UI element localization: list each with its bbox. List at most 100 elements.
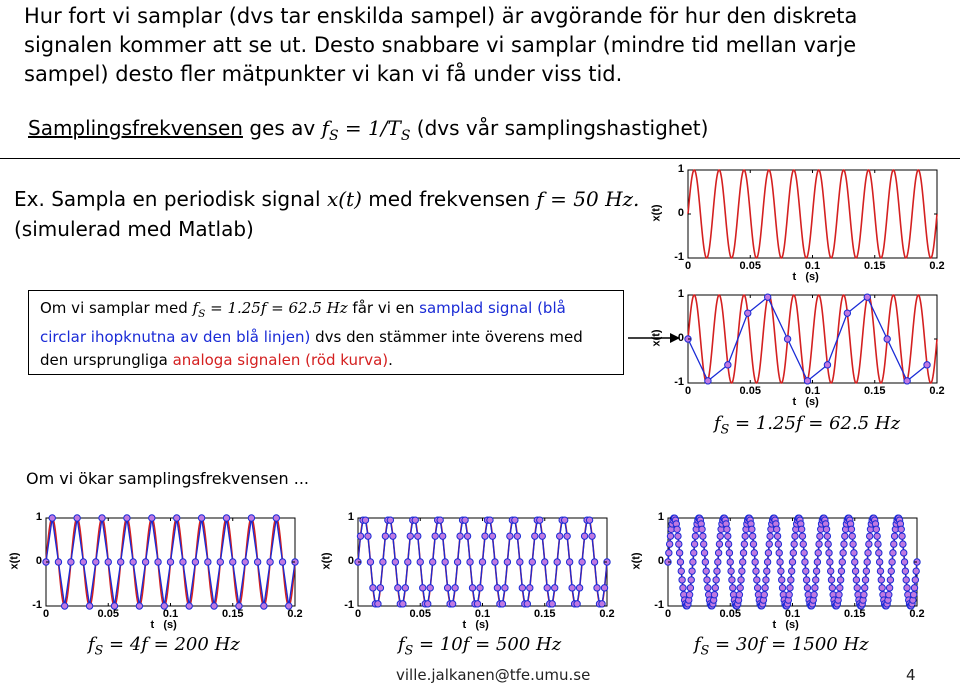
sample-point xyxy=(840,540,848,548)
sample-point xyxy=(776,558,784,566)
sample-point xyxy=(285,602,293,610)
sample-point xyxy=(774,540,783,548)
sample-point xyxy=(588,532,596,540)
sample-point xyxy=(764,549,773,557)
sample-point xyxy=(790,540,798,548)
sample-point xyxy=(716,532,724,540)
chart-analog-signal: 0 0.05 0.1 0.15 0.2 -1 0 1 t (s) x(t) xyxy=(651,162,945,284)
sample-point xyxy=(861,576,870,584)
sample-point xyxy=(785,591,793,599)
sample-point xyxy=(738,567,746,575)
x-tick-label: 0.15 xyxy=(534,608,556,620)
sample-point xyxy=(677,567,685,575)
sample-point xyxy=(861,584,869,592)
box-analog-description: analoga signalen (röd kurva) xyxy=(172,351,389,369)
sample-point xyxy=(356,532,365,540)
sample-point xyxy=(486,516,494,524)
sample-point xyxy=(851,567,860,575)
sample-point xyxy=(463,532,472,540)
page-number: 4 xyxy=(906,666,916,684)
sample-point xyxy=(431,532,439,540)
x-tick-label: 0.2 xyxy=(287,608,303,620)
sample-point xyxy=(826,558,834,566)
sample-point xyxy=(104,558,112,566)
sample-point xyxy=(154,558,162,566)
sample-point xyxy=(766,532,774,540)
sample-point xyxy=(726,558,734,566)
sample-point xyxy=(117,558,125,566)
sample-point xyxy=(54,558,63,566)
sample-point xyxy=(173,514,181,522)
sample-point xyxy=(518,584,527,592)
sample-point xyxy=(466,558,474,566)
sample-point xyxy=(826,567,835,575)
sample-point xyxy=(478,558,487,566)
x-tick-label: 0 xyxy=(684,260,692,272)
sample-point xyxy=(416,558,424,566)
sample-point xyxy=(513,532,522,540)
sample-point xyxy=(748,532,757,540)
sample-point xyxy=(503,558,512,566)
sample-point xyxy=(699,532,707,540)
sample-point xyxy=(679,584,687,592)
sample-point xyxy=(863,558,871,566)
sample-point xyxy=(123,514,131,522)
chart-svg xyxy=(354,516,611,608)
sample-point xyxy=(741,532,749,540)
definition-middle: ges av xyxy=(242,116,322,140)
sample-point xyxy=(714,549,723,557)
x-tick-label: 0.05 xyxy=(719,608,741,620)
sample-point xyxy=(800,549,808,557)
sample-point xyxy=(901,567,910,575)
sample-point xyxy=(441,558,449,566)
y-axis-label: x(t) xyxy=(630,552,643,570)
sample-point xyxy=(448,600,457,608)
sample-point xyxy=(762,576,770,584)
sample-point xyxy=(727,567,735,575)
sample-point xyxy=(778,576,786,584)
sample-point xyxy=(860,591,868,599)
sample-point xyxy=(803,584,812,592)
sample-point xyxy=(714,558,722,566)
sample-point xyxy=(585,516,594,524)
sample-point xyxy=(911,576,920,584)
sample-point xyxy=(578,558,586,566)
sample-point xyxy=(424,600,432,608)
sample-point xyxy=(361,516,370,524)
sample-point xyxy=(801,558,809,566)
box-mid2: dvs den stämmer inte överens med den urs… xyxy=(40,328,583,369)
sample-point xyxy=(690,549,698,557)
sample-point xyxy=(912,567,920,575)
x-axis-label: t (s) xyxy=(792,271,819,283)
sample-point xyxy=(598,600,606,608)
example-frequency: f = 50 Hz. xyxy=(536,187,640,211)
sample-point xyxy=(665,540,674,548)
intro-paragraph: Hur fort vi samplar (dvs tar enskilda sa… xyxy=(24,4,858,86)
sample-point xyxy=(897,525,905,533)
sample-point xyxy=(406,532,414,540)
sample-point xyxy=(851,558,859,566)
x-tick-label: 0.05 xyxy=(409,608,431,620)
sample-point xyxy=(753,584,762,592)
example-signal: x(t) xyxy=(326,187,362,211)
sample-point xyxy=(823,361,832,369)
sample-point xyxy=(135,602,144,610)
sample-point xyxy=(241,558,249,566)
x-tick-label: 0 xyxy=(684,385,692,397)
sample-point xyxy=(888,558,896,566)
sample-point xyxy=(528,558,537,566)
sample-point xyxy=(48,514,56,522)
sample-point xyxy=(675,549,684,557)
sample-point xyxy=(553,558,561,566)
box-formula: fS = 1.25f = 62.5 Hz xyxy=(192,299,348,320)
sample-point xyxy=(899,540,907,548)
sample-point xyxy=(828,584,837,592)
sample-point xyxy=(822,525,831,533)
chart-svg xyxy=(664,514,921,610)
sample-point xyxy=(787,567,796,575)
sample-point xyxy=(590,558,599,566)
sample-point xyxy=(903,377,911,385)
sample-point xyxy=(798,532,807,540)
sample-point xyxy=(575,584,584,592)
arrow-icon xyxy=(628,333,680,343)
